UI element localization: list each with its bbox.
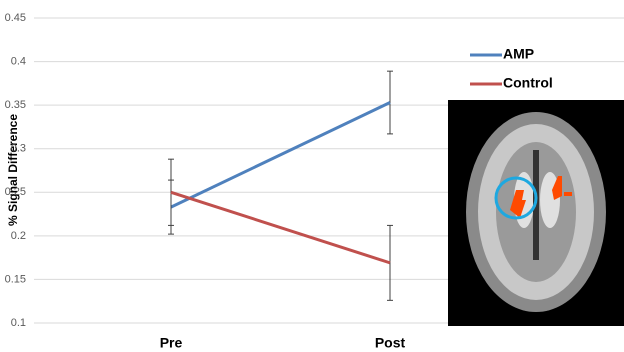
y-tick-label: 0.35 [5,99,26,111]
y-tick-label: 0.45 [5,12,26,24]
series-line [171,192,390,263]
y-tick-label: 0.15 [5,273,26,285]
y-tick-label: 0.3 [11,143,26,155]
y-tick-label: 0.4 [11,55,26,67]
chart: % Signal Difference 0.1 0.15 0.2 0.25 0.3 0.3… [0,0,624,352]
series-line [171,103,390,208]
y-axis-label: % Signal Difference [6,114,20,226]
legend-label: AMP [503,46,534,62]
x-tick-label: Pre [160,335,183,351]
y-tick-label: 0.1 [11,317,26,329]
y-tick-label: 0.25 [5,186,26,198]
x-tick-label: Post [375,335,406,351]
legend-label: Control [503,75,553,91]
brain-image [448,100,624,326]
y-tick-label: 0.2 [11,230,26,242]
